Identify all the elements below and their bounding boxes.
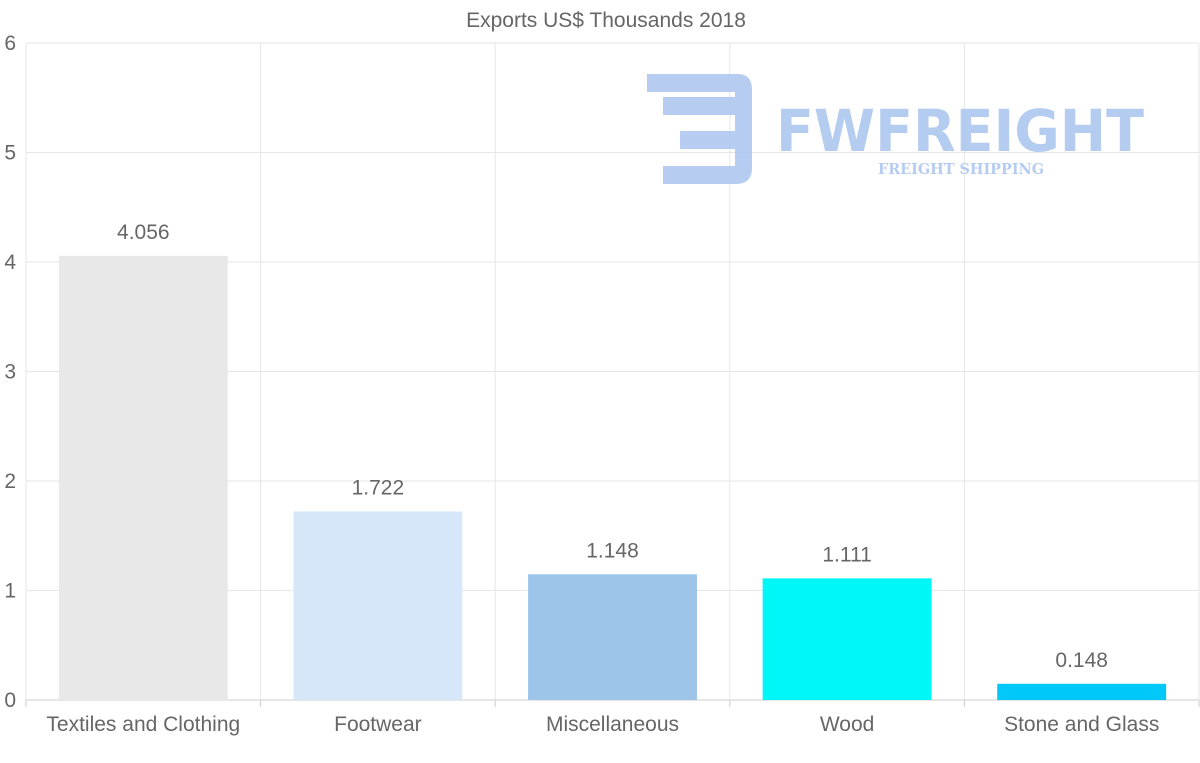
bar: [997, 683, 1167, 700]
x-category-label: Wood: [820, 713, 874, 736]
y-tick-label: 5: [4, 142, 16, 165]
y-tick-label: 3: [4, 361, 16, 384]
y-tick-label: 0: [4, 689, 16, 712]
chart-title: Exports US$ Thousands 2018: [466, 9, 746, 32]
y-axis-ticks: 0 1 2 3 4 5 6: [4, 32, 16, 712]
bar: [762, 578, 932, 700]
y-tick-label: 2: [4, 470, 16, 493]
data-label: 1.111: [822, 543, 871, 566]
fwfreight-watermark: FWFREIGHT FREIGHT SHIPPING: [647, 74, 1144, 184]
bars: [58, 255, 1167, 701]
data-label: 4.056: [117, 221, 170, 244]
bar: [58, 255, 228, 701]
x-category-label: Miscellaneous: [546, 713, 679, 736]
x-axis-categories: Textiles and Clothing Footwear Miscellaneo…: [46, 713, 1159, 736]
data-label: 0.148: [1055, 649, 1108, 672]
data-labels: 4.056 1.722 1.148 1.111 0.148: [117, 221, 1108, 672]
watermark-tagline: FREIGHT SHIPPING: [878, 160, 1044, 178]
fwfreight-logo-icon: [647, 74, 752, 184]
x-category-label: Footwear: [334, 713, 422, 736]
y-tick-label: 4: [4, 251, 16, 274]
data-label: 1.722: [352, 476, 405, 499]
x-category-label: Textiles and Clothing: [46, 713, 240, 736]
y-tick-label: 6: [4, 32, 16, 55]
watermark-brand: FWFREIGHT: [776, 97, 1144, 165]
y-tick-label: 1: [4, 580, 16, 603]
x-category-label: Stone and Glass: [1004, 713, 1159, 736]
data-label: 1.148: [586, 539, 639, 562]
bar: [528, 574, 697, 700]
bar: [293, 511, 463, 700]
